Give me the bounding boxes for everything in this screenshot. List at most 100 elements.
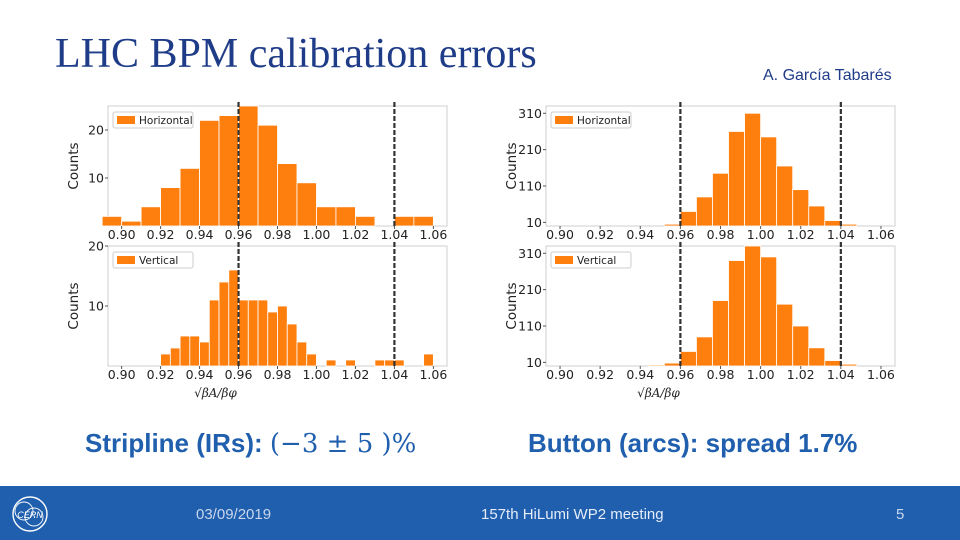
histogram-bar [355, 216, 376, 227]
histogram-bar [663, 362, 681, 367]
legend-swatch [117, 116, 135, 124]
x-tick-label: 1.06 [419, 367, 447, 382]
histogram-bar [808, 205, 826, 227]
author-name: A. García Tabarés [763, 67, 892, 84]
footer-meeting: 157th HiLumi WP2 meeting [481, 506, 664, 523]
x-tick-label: 0.92 [586, 367, 614, 382]
cern-logo-text: CERN [17, 510, 43, 520]
x-axis-label: √βA/βφ [194, 386, 237, 400]
histogram-bar [712, 172, 729, 227]
stripline-summary: Stripline (IRs): (−3 ± 5 )% [85, 428, 416, 459]
x-tick-label: 0.92 [586, 227, 614, 242]
histogram-bar [679, 351, 697, 367]
histogram-bar [744, 112, 762, 227]
histogram-bar [744, 245, 762, 367]
histogram-bar [169, 347, 181, 367]
histogram-bar [792, 189, 810, 227]
histogram-bar [160, 353, 171, 367]
x-tick-label: 0.96 [225, 367, 253, 382]
x-tick-label: 1.00 [747, 227, 775, 242]
histogram-bar [776, 303, 794, 367]
histogram-bar [140, 206, 162, 227]
histogram-bar [824, 360, 842, 367]
x-tick-label: 0.96 [666, 367, 694, 382]
histogram-bar [199, 119, 220, 227]
histogram-bar [374, 359, 386, 367]
x-tick-label: 0.92 [147, 367, 175, 382]
y-tick-label: 10 [88, 299, 104, 314]
button-vertical-histogram: 0.90 0.92 0.94 0.96 0.98 1.00 1.02 1.04 1.06 10 11… [504, 242, 896, 400]
y-tick-label: 310 [518, 246, 542, 261]
x-tick-label: 1.06 [867, 227, 895, 242]
histogram-bar [824, 220, 842, 227]
x-tick-label: 1.00 [747, 367, 775, 382]
histogram-bar [335, 206, 356, 227]
stripline-label: Stripline (IRs): [85, 428, 263, 458]
histogram-bar [228, 269, 239, 367]
legend-swatch [555, 116, 573, 124]
y-tick-label: 210 [518, 142, 542, 157]
histogram-bar [277, 163, 298, 227]
histogram-bar [384, 359, 395, 367]
y-tick-label: 20 [88, 123, 104, 138]
button-horizontal-histogram: 0.90 0.92 0.94 0.96 0.98 1.00 1.02 1.04 1.06 10 11… [504, 102, 896, 242]
cern-logo-icon: CERN [12, 496, 48, 532]
histogram-bar [728, 260, 745, 367]
footer-bar: CERN 03/09/2019 157th HiLumi WP2 meeting… [0, 486, 960, 540]
x-tick-label: 1.04 [827, 367, 855, 382]
histogram-bar [696, 336, 713, 367]
histogram-bar [792, 325, 810, 367]
histogram-bar [306, 353, 317, 367]
legend-swatch [555, 256, 573, 264]
x-tick-label: 1.04 [380, 367, 408, 382]
histogram-bar [345, 359, 356, 367]
histogram-bar [218, 281, 230, 367]
x-tick-label: 1.04 [827, 227, 855, 242]
histogram-bar [728, 131, 745, 227]
histogram-bar [160, 187, 181, 227]
histogram-bar [413, 216, 434, 227]
x-axis-label: √βA/βφ [637, 386, 680, 400]
page-number: 5 [896, 506, 905, 523]
legend-label: Vertical [139, 255, 178, 267]
slide-title: LHC BPM calibration errors [55, 31, 537, 77]
y-tick-label: 10 [526, 215, 542, 230]
histogram-bar [189, 335, 200, 367]
x-tick-label: 1.00 [303, 227, 331, 242]
histogram-bar [218, 115, 239, 227]
x-tick-label: 0.90 [546, 367, 574, 382]
y-tick-label: 110 [518, 179, 542, 194]
stripline-formula: (−3 ± 5 )% [269, 429, 417, 459]
x-tick-label: 0.96 [225, 227, 253, 242]
stripline-vertical-histogram: 0.90 0.92 0.94 0.96 0.98 1.00 1.02 1.04 1.06 10 20… [66, 240, 448, 400]
x-tick-label: 0.92 [147, 227, 175, 242]
x-tick-label: 0.98 [707, 367, 735, 382]
x-tick-label: 0.96 [666, 227, 694, 242]
histogram-bar [316, 206, 337, 227]
x-tick-label: 1.04 [380, 227, 408, 242]
x-tick-label: 1.02 [342, 227, 370, 242]
histogram-bar [179, 335, 191, 367]
histogram-bar [663, 223, 681, 227]
y-tick-label: 110 [518, 319, 542, 334]
legend-label: Horizontal [577, 115, 631, 127]
legend: Horizontal [550, 111, 632, 129]
footer-date: 03/09/2019 [196, 506, 272, 523]
histogram-bar [840, 223, 858, 227]
histogram-bar [296, 341, 308, 367]
legend: Horizontal [112, 111, 194, 129]
y-tick-label: 10 [526, 355, 542, 370]
histogram-bar [760, 256, 778, 367]
histogram-bar [760, 136, 778, 227]
x-tick-label: 0.94 [626, 367, 654, 382]
x-tick-label: 0.90 [108, 367, 136, 382]
histogram-bar [393, 359, 405, 367]
histogram-bar [423, 353, 434, 367]
legend-label: Horizontal [139, 115, 193, 127]
x-tick-label: 0.90 [546, 227, 574, 242]
histogram-bar [208, 299, 220, 367]
y-axis-label: Counts [504, 282, 520, 329]
x-tick-label: 0.94 [186, 227, 214, 242]
stripline-horizontal-histogram: 0.90 0.92 0.94 0.96 0.98 1.00 1.02 1.04 1.06 10 20… [66, 102, 448, 242]
histogram-bar [257, 124, 278, 227]
